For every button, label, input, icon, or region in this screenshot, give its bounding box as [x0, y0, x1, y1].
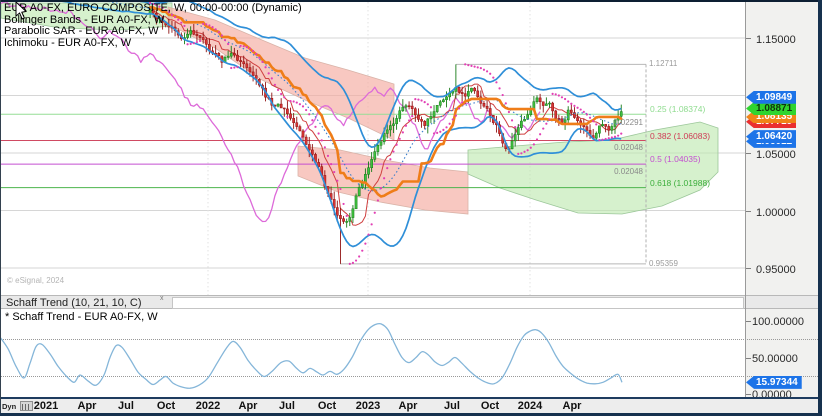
pane-tab-row: Schaff Trend (10, 21, 10, C) x [0, 295, 822, 309]
range-high-label: 1.12711 [649, 59, 678, 69]
bollinger-middle-line [108, 2, 622, 192]
price-axis-label: 1.15000 [756, 34, 796, 46]
price-flag: 1.08871 [746, 101, 797, 115]
schaff-trend-line [0, 322, 623, 389]
price-axis-label: 1.05000 [756, 149, 796, 161]
schaff-trend-chart[interactable] [0, 309, 745, 397]
time-axis-label: 2022 [195, 400, 221, 412]
price-flag: 1.09849 [746, 90, 797, 104]
candlestick-series [148, 5, 623, 264]
watermark: © eSignal, 2024 [7, 276, 65, 285]
schaff-gridline-75 [0, 339, 818, 340]
pane-separator [0, 397, 822, 399]
time-axis-label: Oct [156, 400, 176, 412]
parabolic-sar-dots [149, 2, 623, 265]
fib-delta-label: 0.02291 [614, 118, 643, 128]
price-axis-tick [746, 268, 751, 269]
fib-level-label: 0.618 (1.01988) [650, 177, 711, 188]
fib-delta-label: 0.02048 [614, 143, 643, 153]
indicator-label-sar: Parabolic SAR - EUR A0-FX, W [4, 25, 159, 37]
fib-level-label: 0.382 (1.06083) [650, 130, 711, 141]
oscillator-axis-label: 50.00000 [752, 352, 798, 365]
time-axis-label: Jul [118, 400, 134, 412]
schaff-trend-tab[interactable]: Schaff Trend (10, 21, 10, C) [6, 297, 142, 309]
axis-separator [745, 2, 746, 397]
time-axis-label: Apr [562, 400, 582, 412]
oscillator-axis-tick [746, 394, 751, 395]
window-border-left [0, 0, 1, 416]
ichimoku-chikou-line [0, 2, 541, 223]
ichimoku-cloud-bullish [0, 2, 173, 31]
indicator-label-bollinger: Bollinger Bands - EUR A0-FX, W [4, 13, 165, 26]
ichimoku-kijun-line [148, 6, 623, 198]
schaff-legend: * Schaff Trend - EUR A0-FX, W [5, 311, 158, 323]
tab-strip-field [172, 297, 744, 309]
main-price-chart[interactable] [0, 2, 745, 295]
time-axis-label: 2021 [33, 400, 59, 412]
price-axis-label: 1.00000 [756, 206, 796, 219]
window-border-right [818, 0, 822, 416]
time-axis-label: Oct [480, 400, 500, 412]
time-axis-label: Apr [398, 400, 418, 412]
bollinger-lower-line [61, 2, 622, 248]
oscillator-axis-label: 100.00000 [752, 316, 804, 328]
time-axis-label: 2023 [355, 400, 381, 412]
fib-delta-label: 0.02048 [614, 166, 643, 176]
oscillator-flag: 15.97344 [746, 375, 802, 389]
cursor-icon [15, 2, 28, 20]
window-border-bottom [0, 413, 822, 416]
time-axis-label: Oct [317, 400, 337, 412]
chart-title: EUR A0-FX, EURO COMPOSITE, W, 00:00-00:0… [4, 2, 302, 14]
oscillator-axis-tick [746, 357, 751, 359]
price-axis-tick [746, 38, 751, 39]
time-axis-label: Jul [279, 400, 295, 412]
time-template-icon[interactable] [20, 401, 33, 411]
oscillator-axis-label: 0.00000 [752, 389, 792, 401]
price-axis-tick [746, 153, 751, 154]
time-axis[interactable]: Dyn 2021 Apr Jul Oct 2022 Apr Jul Oct 2023 Apr Jul… [0, 399, 822, 413]
time-axis-label: Jul [444, 400, 460, 412]
fib-level-label: 0.25 (1.08374) [650, 104, 706, 115]
bollinger-upper-line [139, 2, 622, 149]
price-flag: 1.06420 [746, 130, 797, 144]
price-axis-label: 0.95000 [756, 264, 796, 276]
chart-legend: EUR A0-FX, EURO COMPOSITE, W, 00:00-00:0… [4, 2, 302, 49]
tab-close-icon[interactable]: x [160, 295, 164, 302]
schaff-gridline-25 [0, 376, 818, 377]
time-axis-label: 2024 [517, 400, 543, 412]
range-low-label: 0.95359 [649, 258, 678, 268]
oscillator-axis-tick [746, 321, 751, 322]
time-axis-label: Apr [77, 400, 97, 412]
price-axis-tick [746, 210, 751, 212]
window-border-top [0, 0, 822, 2]
fib-level-label: 0.5 (1.04035) [650, 154, 701, 165]
dyn-mode-label: Dyn [2, 402, 17, 411]
time-axis-label: Apr [238, 400, 258, 412]
indicator-label-ichimoku: Ichimoku - EUR A0-FX, W [4, 36, 132, 49]
